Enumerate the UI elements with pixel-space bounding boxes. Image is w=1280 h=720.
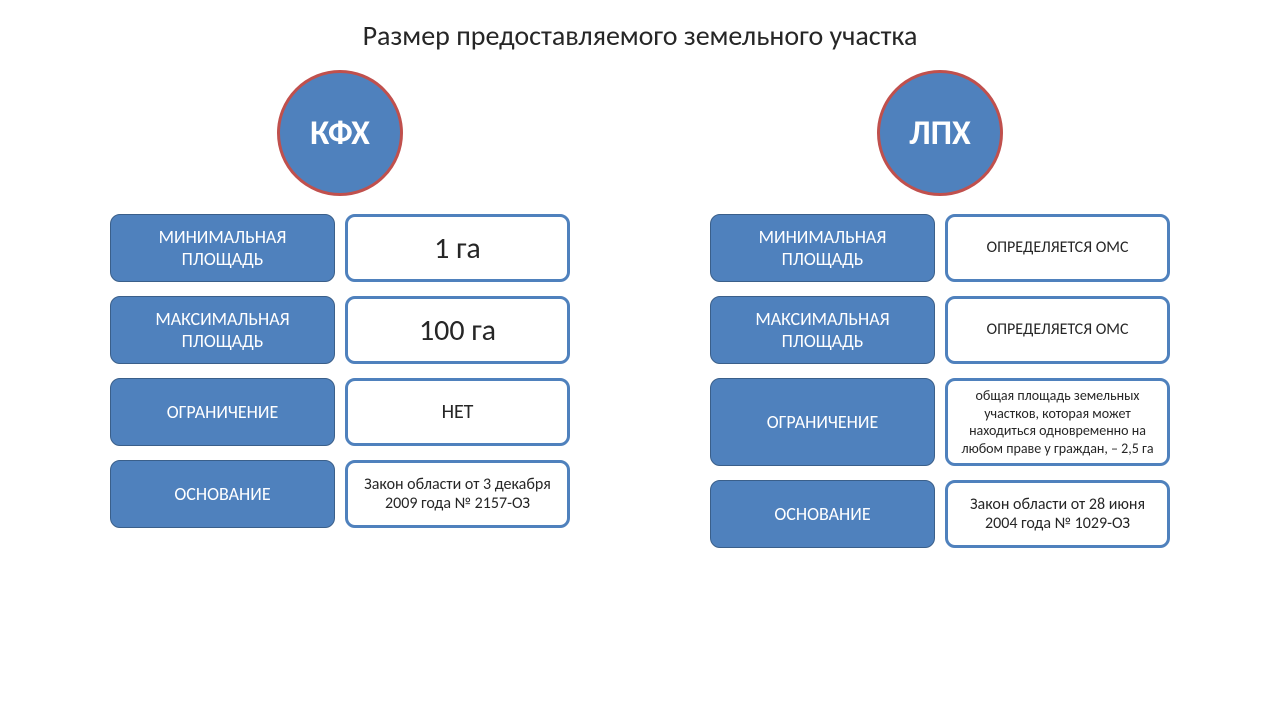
value-max-area: 100 га [345, 296, 570, 364]
column-kfh: КФХ МИНИМАЛЬНАЯ ПЛОЩАДЬ 1 га МАКСИМАЛЬНА… [110, 70, 570, 528]
value-basis: Закон области от 28 июня 2004 года № 102… [945, 480, 1170, 548]
value-min-area: ОПРЕДЕЛЯЕТСЯ ОМС [945, 214, 1170, 282]
label-max-area: МАКСИМАЛЬНАЯ ПЛОЩАДЬ [110, 296, 335, 364]
value-restriction: НЕТ [345, 378, 570, 446]
row-restriction: ОГРАНИЧЕНИЕ НЕТ [110, 378, 570, 446]
row-basis: ОСНОВАНИЕ Закон области от 28 июня 2004 … [710, 480, 1170, 548]
row-restriction: ОГРАНИЧЕНИЕ общая площадь земельных учас… [710, 378, 1170, 466]
circle-lph: ЛПХ [877, 70, 1003, 196]
value-restriction: общая площадь земельных участков, котора… [945, 378, 1170, 466]
label-min-area: МИНИМАЛЬНАЯ ПЛОЩАДЬ [710, 214, 935, 282]
page-title: Размер предоставляемого земельного участ… [0, 18, 1280, 53]
circle-kfh: КФХ [277, 70, 403, 196]
value-max-area: ОПРЕДЕЛЯЕТСЯ ОМС [945, 296, 1170, 364]
label-restriction: ОГРАНИЧЕНИЕ [110, 378, 335, 446]
value-min-area: 1 га [345, 214, 570, 282]
label-basis: ОСНОВАНИЕ [710, 480, 935, 548]
row-min-area: МИНИМАЛЬНАЯ ПЛОЩАДЬ ОПРЕДЕЛЯЕТСЯ ОМС [710, 214, 1170, 282]
rows-lph: МИНИМАЛЬНАЯ ПЛОЩАДЬ ОПРЕДЕЛЯЕТСЯ ОМС МАК… [710, 214, 1170, 548]
column-lph: ЛПХ МИНИМАЛЬНАЯ ПЛОЩАДЬ ОПРЕДЕЛЯЕТСЯ ОМС… [710, 70, 1170, 548]
row-basis: ОСНОВАНИЕ Закон области от 3 декабря 200… [110, 460, 570, 528]
label-restriction: ОГРАНИЧЕНИЕ [710, 378, 935, 466]
label-basis: ОСНОВАНИЕ [110, 460, 335, 528]
row-min-area: МИНИМАЛЬНАЯ ПЛОЩАДЬ 1 га [110, 214, 570, 282]
value-basis: Закон области от 3 декабря 2009 года № 2… [345, 460, 570, 528]
row-max-area: МАКСИМАЛЬНАЯ ПЛОЩАДЬ 100 га [110, 296, 570, 364]
row-max-area: МАКСИМАЛЬНАЯ ПЛОЩАДЬ ОПРЕДЕЛЯЕТСЯ ОМС [710, 296, 1170, 364]
rows-kfh: МИНИМАЛЬНАЯ ПЛОЩАДЬ 1 га МАКСИМАЛЬНАЯ ПЛ… [110, 214, 570, 528]
label-min-area: МИНИМАЛЬНАЯ ПЛОЩАДЬ [110, 214, 335, 282]
label-max-area: МАКСИМАЛЬНАЯ ПЛОЩАДЬ [710, 296, 935, 364]
